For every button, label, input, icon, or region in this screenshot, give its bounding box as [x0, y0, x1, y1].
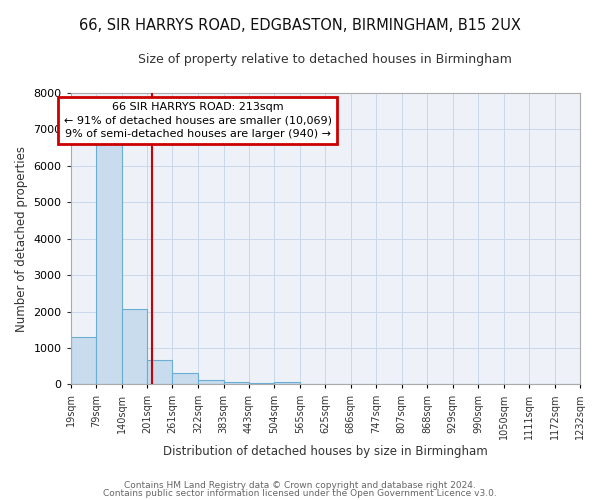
Text: 66, SIR HARRYS ROAD, EDGBASTON, BIRMINGHAM, B15 2UX: 66, SIR HARRYS ROAD, EDGBASTON, BIRMINGH…	[79, 18, 521, 32]
X-axis label: Distribution of detached houses by size in Birmingham: Distribution of detached houses by size …	[163, 444, 488, 458]
Bar	[71, 337, 96, 384]
Text: Contains HM Land Registry data © Crown copyright and database right 2024.: Contains HM Land Registry data © Crown c…	[124, 481, 476, 490]
Bar	[147, 360, 172, 384]
Bar	[122, 308, 147, 384]
Bar	[249, 382, 274, 384]
Bar	[96, 144, 122, 384]
Y-axis label: Number of detached properties: Number of detached properties	[15, 146, 28, 332]
Bar	[224, 382, 249, 384]
Bar	[172, 374, 198, 384]
Text: Contains public sector information licensed under the Open Government Licence v3: Contains public sector information licen…	[103, 488, 497, 498]
Bar	[198, 380, 224, 384]
Title: Size of property relative to detached houses in Birmingham: Size of property relative to detached ho…	[139, 52, 512, 66]
Bar	[274, 382, 300, 384]
Text: 66 SIR HARRYS ROAD: 213sqm
← 91% of detached houses are smaller (10,069)
9% of s: 66 SIR HARRYS ROAD: 213sqm ← 91% of deta…	[64, 102, 332, 139]
